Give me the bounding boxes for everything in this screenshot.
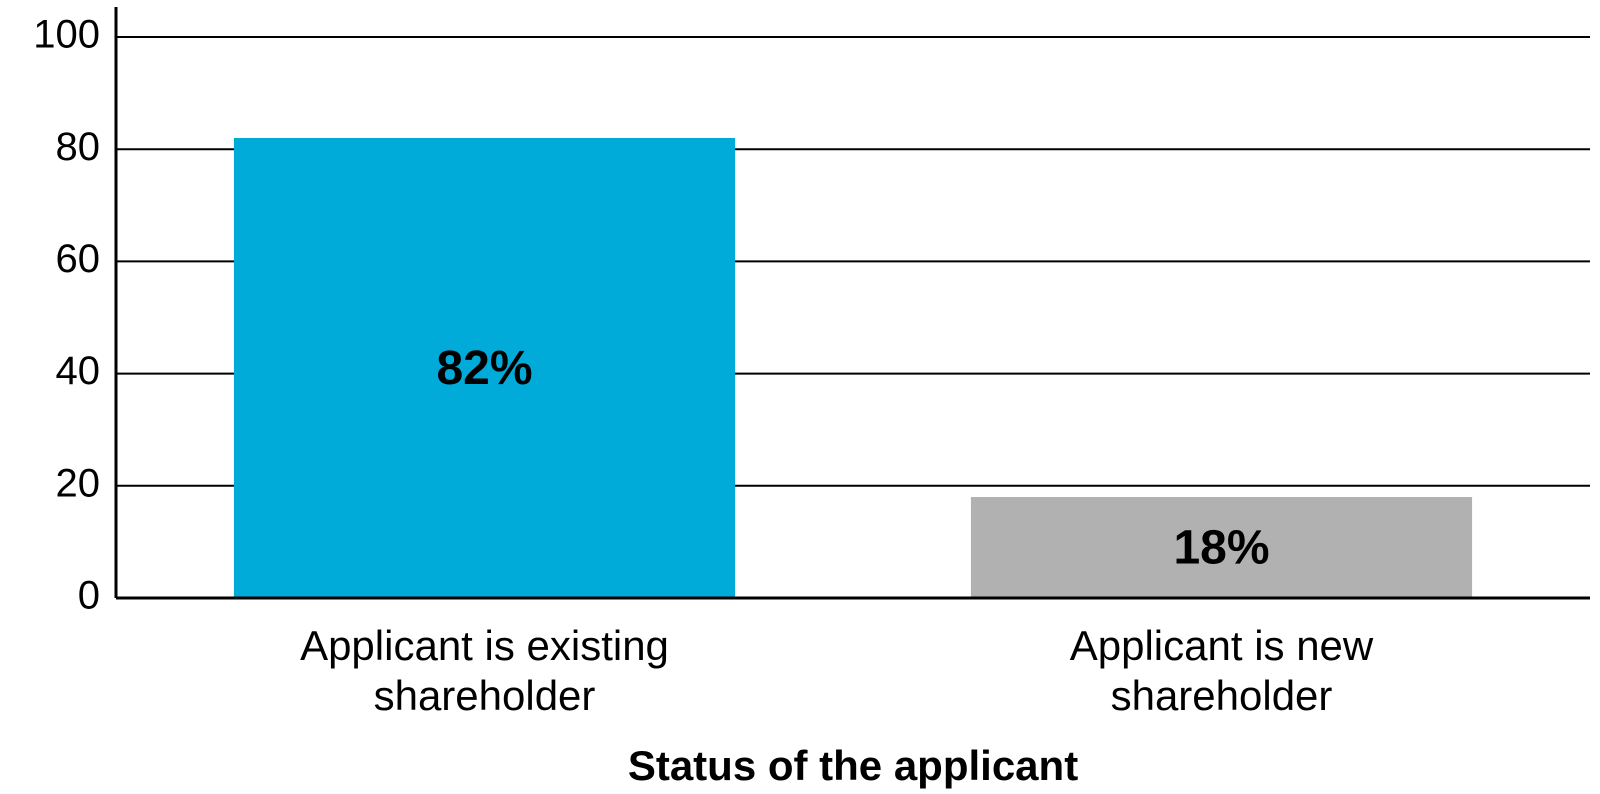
ytick-label: 60 <box>56 237 101 281</box>
chart-svg: 02040608010082%Applicant is existingshar… <box>0 0 1600 794</box>
ytick-label: 0 <box>78 574 100 618</box>
bar-chart: 02040608010082%Applicant is existingshar… <box>0 0 1600 794</box>
bar-value-label: 18% <box>1173 522 1269 575</box>
ytick-label: 20 <box>56 461 101 505</box>
x-axis-title: Status of the applicant <box>628 742 1078 789</box>
bar-value-label: 82% <box>436 342 532 395</box>
category-label-line2: shareholder <box>1111 672 1333 719</box>
category-label-line1: Applicant is new <box>1070 622 1374 669</box>
category-label-line2: shareholder <box>374 672 596 719</box>
ytick-label: 40 <box>56 349 101 393</box>
category-label-line1: Applicant is existing <box>300 622 669 669</box>
ytick-label: 80 <box>56 125 101 169</box>
ytick-label: 100 <box>33 13 100 57</box>
